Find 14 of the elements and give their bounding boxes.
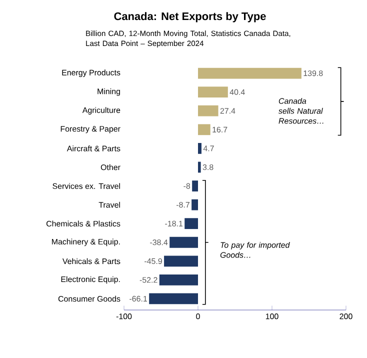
bar	[198, 105, 218, 116]
bar	[170, 236, 198, 248]
bar	[184, 218, 198, 230]
bar	[192, 180, 198, 192]
bar	[198, 86, 228, 98]
bar	[198, 142, 202, 154]
bar	[149, 293, 198, 304]
chart-title: Canada: Net Exports by Type	[114, 12, 266, 22]
bar	[159, 274, 198, 286]
bar	[164, 256, 198, 267]
bar	[198, 124, 210, 136]
bar	[192, 199, 198, 210]
bar	[198, 68, 302, 79]
bar	[198, 162, 201, 173]
